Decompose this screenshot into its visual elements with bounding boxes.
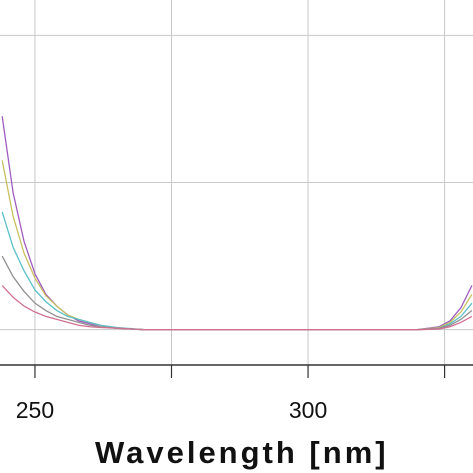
data-line	[1, 211, 473, 331]
x-tick-label: 250	[16, 397, 54, 423]
data-line	[1, 116, 473, 331]
x-axis-label: Wavelength [nm]	[95, 435, 389, 470]
data-line	[1, 255, 473, 331]
data-line	[1, 285, 473, 331]
x-tick-label: 300	[289, 397, 327, 423]
data-line	[1, 160, 473, 331]
